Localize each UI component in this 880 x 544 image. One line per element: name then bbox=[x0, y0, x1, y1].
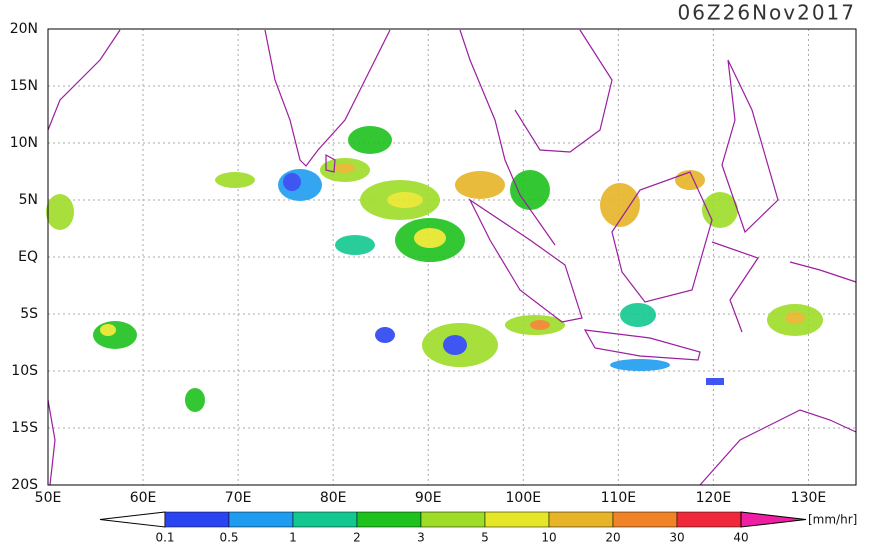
colorbar-segment bbox=[164, 511, 230, 528]
lat-label: 15N bbox=[10, 78, 38, 94]
coastlines bbox=[47, 29, 857, 486]
lon-label: 50E bbox=[35, 490, 62, 506]
colorbar-unit: [mm/hr] bbox=[808, 513, 857, 527]
lon-label: 100E bbox=[506, 490, 542, 506]
map-frame bbox=[47, 28, 857, 486]
colorbar-segment bbox=[292, 511, 358, 528]
lon-label: 120E bbox=[696, 490, 732, 506]
colorbar-segment bbox=[356, 511, 422, 528]
lat-label: EQ bbox=[18, 249, 38, 265]
colorbar: 0.1 0.5 1 2 3 5 10 20 30 40 bbox=[99, 511, 807, 544]
colorbar-label: 1 bbox=[289, 531, 297, 544]
colorbar-segment bbox=[676, 511, 742, 528]
map-title: 06Z26Nov2017 bbox=[677, 1, 856, 25]
colorbar-label: 5 bbox=[481, 531, 489, 544]
colorbar-label: 20 bbox=[605, 531, 620, 544]
colorbar-label: 30 bbox=[669, 531, 684, 544]
lon-label: 110E bbox=[601, 490, 637, 506]
colorbar-segment bbox=[228, 511, 294, 528]
colorbar-label: 2 bbox=[353, 531, 361, 544]
colorbar-segment bbox=[548, 511, 614, 528]
colorbar-label: 10 bbox=[541, 531, 556, 544]
lon-label: 60E bbox=[130, 490, 157, 506]
colorbar-under bbox=[99, 511, 166, 528]
grid bbox=[47, 28, 856, 486]
colorbar-label: 3 bbox=[417, 531, 425, 544]
colorbar-over bbox=[740, 511, 807, 528]
lon-label: 130E bbox=[791, 490, 827, 506]
lon-label: 80E bbox=[320, 490, 347, 506]
lat-label: 15S bbox=[11, 420, 38, 436]
lat-label: 20S bbox=[11, 477, 38, 493]
lat-label: 10N bbox=[10, 135, 38, 151]
colorbar-segment bbox=[612, 511, 678, 528]
lon-label: 90E bbox=[415, 490, 442, 506]
lat-label: 20N bbox=[10, 21, 38, 37]
colorbar-segment bbox=[420, 511, 486, 528]
colorbar-label: 0.1 bbox=[155, 531, 174, 544]
colorbar-label: 40 bbox=[733, 531, 748, 544]
lon-label: 70E bbox=[225, 490, 252, 506]
lat-label: 10S bbox=[11, 363, 38, 379]
precipitation bbox=[46, 126, 823, 412]
colorbar-segment bbox=[484, 511, 550, 528]
lat-label: 5N bbox=[19, 192, 38, 208]
lat-label: 5S bbox=[20, 306, 38, 322]
colorbar-label: 0.5 bbox=[219, 531, 238, 544]
